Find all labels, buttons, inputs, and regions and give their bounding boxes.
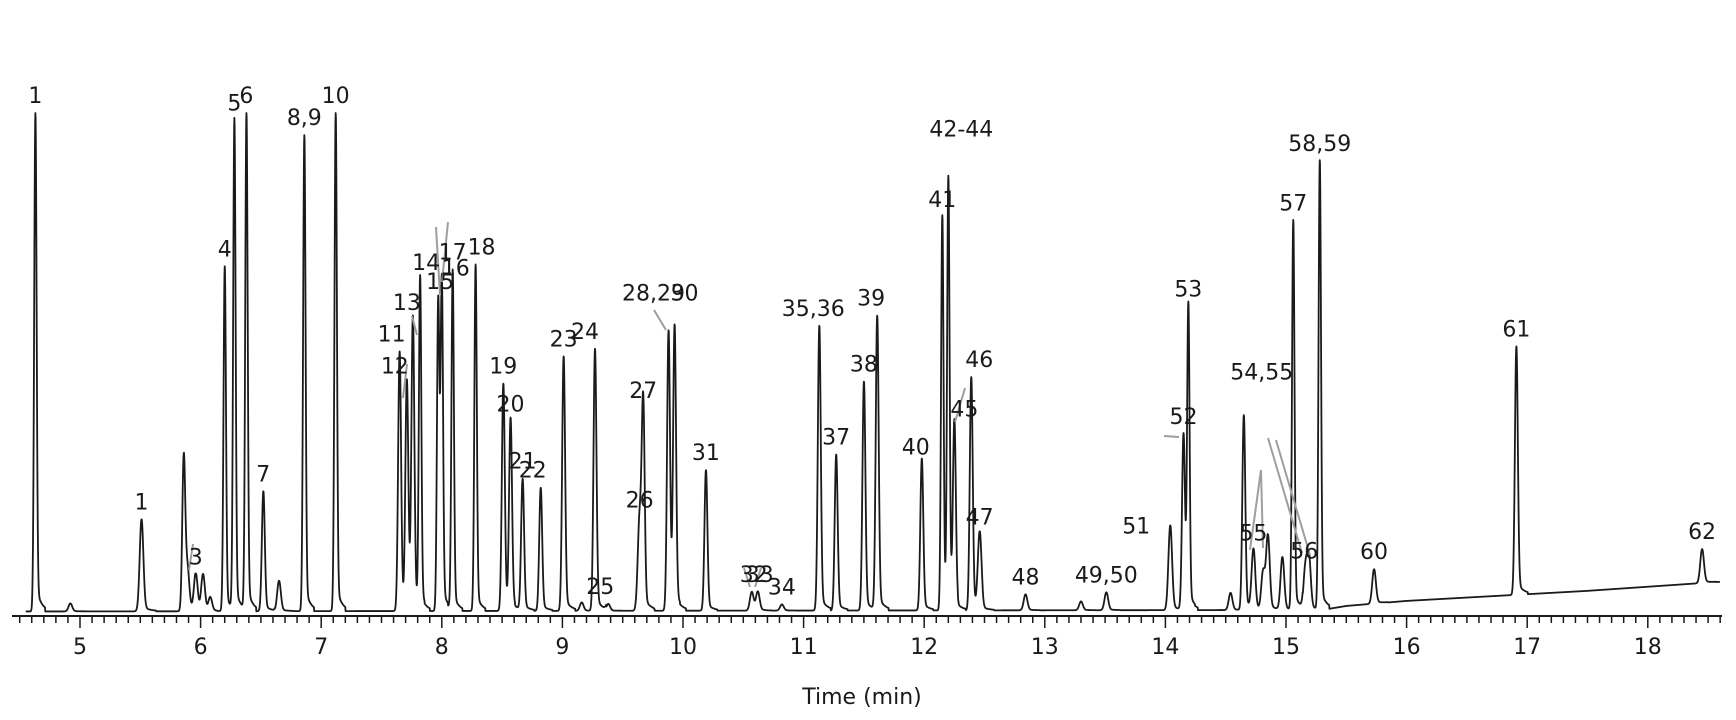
label-leader-line bbox=[1275, 439, 1311, 556]
peak-label: 40 bbox=[902, 436, 930, 461]
peak-label: 41 bbox=[928, 188, 956, 213]
label-leader-line bbox=[1260, 469, 1264, 549]
peak-label: 25 bbox=[586, 575, 614, 600]
x-tick-label: 15 bbox=[1272, 635, 1300, 660]
label-leader-line bbox=[402, 363, 408, 399]
peak-label: 15 bbox=[426, 270, 454, 295]
peak-label: 34 bbox=[768, 575, 796, 600]
peak-label: 3 bbox=[189, 545, 203, 570]
x-tick-label: 5 bbox=[73, 635, 87, 660]
peak-label: 18 bbox=[468, 235, 496, 260]
peak-label: 61 bbox=[1502, 317, 1530, 342]
peak-label: 58,59 bbox=[1288, 132, 1351, 157]
peak-label: 22 bbox=[519, 459, 547, 484]
peak-label: 45 bbox=[950, 397, 978, 422]
leader-lines bbox=[188, 221, 1311, 588]
peak-label: 10 bbox=[322, 84, 350, 109]
x-tick-label: 14 bbox=[1151, 635, 1179, 660]
peak-label: 37 bbox=[822, 426, 850, 451]
peak-label: 48 bbox=[1012, 565, 1040, 590]
label-leader-line bbox=[435, 226, 441, 296]
x-tick-label: 8 bbox=[435, 635, 449, 660]
peak-label: 60 bbox=[1360, 540, 1388, 565]
peak-label: 46 bbox=[965, 348, 993, 373]
peak-label: 24 bbox=[571, 320, 599, 345]
peak-label: 11 bbox=[378, 322, 406, 347]
peak-label: 23 bbox=[550, 327, 578, 352]
peak-label: 27 bbox=[629, 379, 657, 404]
label-leader-line bbox=[1249, 469, 1262, 551]
peak-label: 13 bbox=[393, 291, 421, 316]
peak-label: 55 bbox=[1239, 522, 1267, 547]
x-tick-label: 9 bbox=[555, 635, 569, 660]
peak-label: 49,50 bbox=[1075, 563, 1138, 588]
peak-label: 4 bbox=[218, 237, 232, 262]
x-tick-label: 6 bbox=[194, 635, 208, 660]
peak-label: 20 bbox=[497, 392, 525, 417]
x-tick-label: 16 bbox=[1393, 635, 1421, 660]
peak-label: 28,29 bbox=[622, 281, 685, 306]
peak-label: 26 bbox=[626, 488, 654, 513]
x-tick-label: 12 bbox=[910, 635, 938, 660]
label-leader-line bbox=[441, 221, 449, 283]
label-leader-line bbox=[653, 309, 667, 331]
label-leader-line bbox=[188, 543, 194, 571]
x-tick-label: 7 bbox=[314, 635, 328, 660]
peak-label: 56 bbox=[1290, 540, 1318, 565]
peak-label: 33 bbox=[746, 563, 774, 588]
peak-label: 19 bbox=[489, 355, 517, 380]
chromatogram-trace bbox=[25, 112, 1721, 613]
peak-label: 35,36 bbox=[782, 297, 845, 322]
x-tick-label: 10 bbox=[669, 635, 697, 660]
peak-label: 16 bbox=[442, 257, 470, 282]
label-leader-line bbox=[754, 567, 762, 588]
x-tick-label: 18 bbox=[1634, 635, 1662, 660]
peak-label: 57 bbox=[1279, 192, 1307, 217]
label-leader-line bbox=[743, 567, 751, 588]
peak-label: 12 bbox=[381, 355, 409, 380]
x-tick-label: 17 bbox=[1513, 635, 1541, 660]
peak-label: 38 bbox=[850, 353, 878, 378]
x-tick-label: 11 bbox=[790, 635, 818, 660]
peak-label: 52 bbox=[1169, 405, 1197, 430]
peak-label: 47 bbox=[966, 506, 994, 531]
label-leader-line bbox=[411, 315, 418, 336]
x-axis-title: Time (min) bbox=[801, 685, 922, 710]
peak-label: 17 bbox=[439, 240, 467, 265]
peak-label: 31 bbox=[692, 441, 720, 466]
peak-label: 42-44 bbox=[929, 117, 993, 142]
peak-label: 6 bbox=[239, 84, 253, 109]
peak-label: 1 bbox=[135, 490, 149, 515]
peak-label: 30 bbox=[671, 281, 699, 306]
x-tick-label: 13 bbox=[1031, 635, 1059, 660]
peak-label: 8,9 bbox=[287, 106, 322, 131]
peak-label: 53 bbox=[1174, 278, 1202, 303]
peak-label: 51 bbox=[1122, 514, 1150, 539]
peak-label: 62 bbox=[1688, 520, 1716, 545]
label-leader-line bbox=[954, 387, 966, 423]
trace-layer bbox=[25, 112, 1721, 613]
peak-label: 21 bbox=[509, 450, 537, 475]
peak-label: 5 bbox=[227, 92, 241, 117]
peak-label: 14 bbox=[412, 251, 440, 276]
x-axis: 5 6 7 8 9 10 11 12 13 14 15 16 17 18 bbox=[12, 615, 1722, 660]
peak-label: 7 bbox=[256, 462, 270, 487]
label-leader-line bbox=[1163, 435, 1180, 438]
peak-label: 39 bbox=[857, 287, 885, 312]
peak-label: 32 bbox=[740, 563, 768, 588]
label-leader-line bbox=[1267, 437, 1303, 554]
peak-label: 54,55 bbox=[1230, 360, 1293, 385]
peak-label: 1 bbox=[28, 84, 42, 109]
